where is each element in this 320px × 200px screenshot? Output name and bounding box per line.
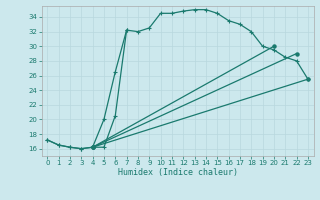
X-axis label: Humidex (Indice chaleur): Humidex (Indice chaleur) <box>118 168 237 177</box>
